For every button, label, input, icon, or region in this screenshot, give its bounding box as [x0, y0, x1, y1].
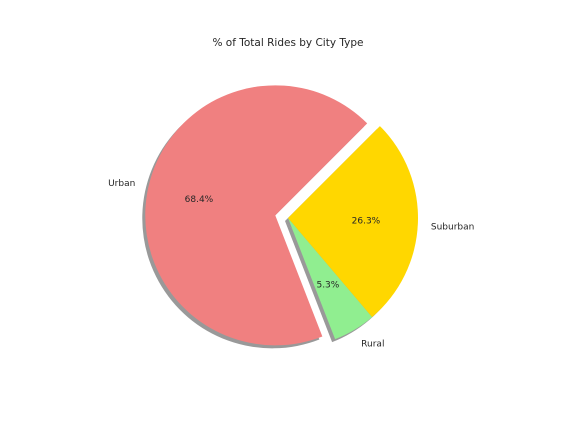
slice-urban	[145, 85, 368, 346]
chart-title: % of Total Rides by City Type	[212, 37, 363, 49]
slice-pct-label-rural: 5.3%	[316, 281, 339, 291]
slice-pct-label-suburban: 26.3%	[352, 217, 381, 227]
slice-pct-label-urban: 68.4%	[185, 195, 214, 205]
slice-label-suburban: Suburban	[431, 222, 474, 232]
slice-label-urban: Urban	[108, 179, 135, 189]
slice-layer	[145, 85, 418, 346]
label-layer: Urban 68.4% Rural 5.3% Suburban 26.3%	[108, 179, 474, 350]
slice-label-rural: Rural	[361, 339, 384, 349]
slice-suburban	[288, 126, 418, 318]
slice-rural	[288, 218, 373, 340]
